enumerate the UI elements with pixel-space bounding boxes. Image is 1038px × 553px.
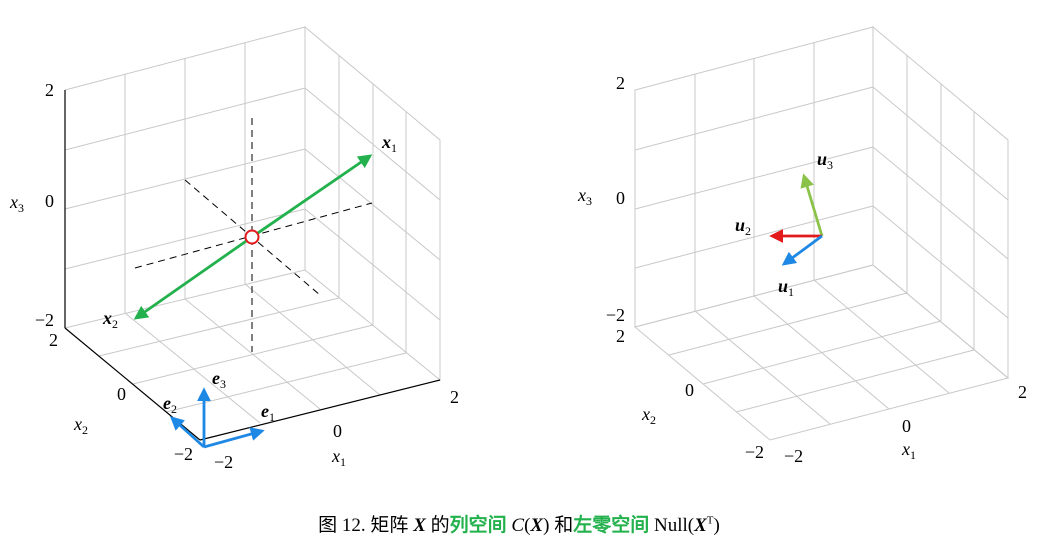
x1-vector-arrow xyxy=(251,154,373,239)
left-x-tick: 2 xyxy=(450,387,459,407)
caption-he: 和 xyxy=(549,515,574,536)
left-y-tick: −2 xyxy=(174,444,193,464)
caption-c-open: ( xyxy=(524,515,531,536)
e1-vector-arrow xyxy=(203,427,265,449)
caption-null-close: ) xyxy=(713,515,720,536)
x1-vector-label: x1 xyxy=(381,132,397,155)
right-x-tick: −2 xyxy=(784,446,803,466)
left-y-tick: 2 xyxy=(49,330,58,350)
left-3d-plot: 2 0 −2 x3 2 0 −2 x2 −2 0 2 x1 x1 x2 e3 e… xyxy=(9,25,459,472)
right-x-axis-label: x1 xyxy=(901,439,916,462)
caption-null-function: Null( xyxy=(649,515,695,536)
e2-vector-label: e2 xyxy=(163,393,177,416)
caption-c-close: ) xyxy=(543,515,550,536)
u1-vector-arrow xyxy=(781,234,823,266)
caption-left-null-space: 左零空间 xyxy=(573,515,650,536)
left-x-tick: 0 xyxy=(333,421,342,441)
left-floor-grid xyxy=(98,283,407,424)
right-y-tick: −2 xyxy=(745,442,764,462)
left-z-axis-label: x3 xyxy=(9,192,24,215)
e3-vector-label: e3 xyxy=(212,368,226,391)
left-z-tick: 0 xyxy=(45,191,54,211)
left-z-tick: −2 xyxy=(35,310,54,330)
u3-vector-arrow xyxy=(800,173,824,237)
left-x-axis-label: x1 xyxy=(331,446,346,469)
caption-prefix: 图 12. 矩阵 xyxy=(318,515,414,536)
right-y-axis-label: x2 xyxy=(641,404,656,427)
figure-canvas: 2 0 −2 x3 2 0 −2 x2 −2 0 2 x1 x1 x2 e3 e… xyxy=(9,25,1027,472)
left-x-tick: −2 xyxy=(214,452,233,472)
left-side-wall-grid xyxy=(304,25,441,382)
caption-c-function: C xyxy=(506,515,525,536)
caption-null-superscript: T xyxy=(706,514,714,527)
right-x-tick: 0 xyxy=(902,416,911,436)
u2-vector-label: u2 xyxy=(735,215,751,238)
right-y-tick: 0 xyxy=(685,380,694,400)
right-y-tick: 2 xyxy=(616,326,625,346)
e2-vector-arrow xyxy=(169,416,205,449)
caption-c-arg: X xyxy=(530,515,544,536)
caption-column-space: 列空间 xyxy=(449,515,507,536)
x2-vector-label: x2 xyxy=(102,308,118,331)
right-z-tick: −2 xyxy=(606,305,625,325)
x2-vector-arrow xyxy=(133,235,253,320)
right-side-wall-grid xyxy=(872,25,1009,380)
right-x-tick: 2 xyxy=(1018,382,1027,402)
left-y-axis-label: x2 xyxy=(73,414,88,437)
figure-caption: 图 12. 矩阵 X 的列空间 C(X) 和左零空间 Null(XT) xyxy=(0,510,1038,537)
left-z-tick: 2 xyxy=(45,80,54,100)
right-z-axis-label: x3 xyxy=(577,185,592,208)
right-back-wall-grid xyxy=(634,26,874,328)
origin-marker xyxy=(244,229,260,245)
caption-de: 的 xyxy=(425,515,450,536)
e1-vector-label: e1 xyxy=(261,401,275,424)
left-y-tick: 0 xyxy=(117,384,126,404)
caption-matrix: X xyxy=(413,515,426,536)
u3-vector-label: u3 xyxy=(817,149,833,172)
u1-vector-label: u1 xyxy=(778,276,794,299)
right-z-tick: 0 xyxy=(616,188,625,208)
caption-null-arg: X xyxy=(694,515,707,536)
right-z-tick: 2 xyxy=(616,73,625,93)
right-floor-grid xyxy=(633,264,1010,441)
right-3d-plot: 2 0 −2 x3 2 0 −2 x2 −2 0 2 x1 u3 u2 u1 xyxy=(577,25,1027,466)
